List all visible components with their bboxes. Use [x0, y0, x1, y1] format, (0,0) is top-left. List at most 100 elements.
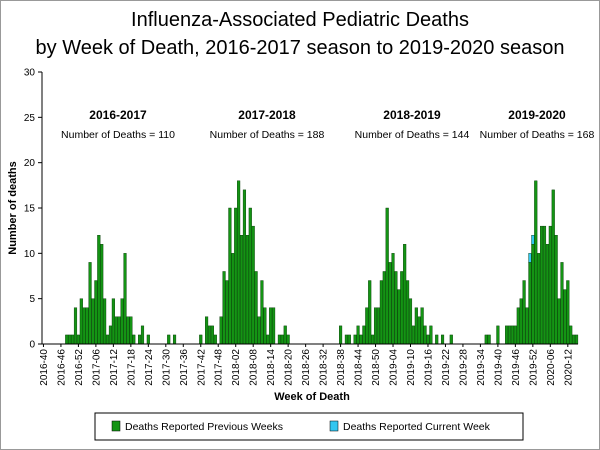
bar [548, 225, 552, 345]
bar [234, 207, 238, 345]
bar [105, 334, 110, 345]
y-tick-label: 0 [29, 340, 35, 351]
x-tick-label: 2019-04 [389, 349, 400, 386]
bar [566, 280, 570, 345]
bar [339, 325, 343, 345]
season-note: Number of Deaths = 110 [61, 129, 175, 141]
y-tick-label: 15 [24, 204, 36, 215]
bar [199, 334, 203, 345]
legend-label: Deaths Reported Current Week [343, 421, 491, 433]
bar [356, 325, 360, 345]
season-name: 2019-2020 [508, 108, 566, 122]
x-tick-label: 2016-52 [74, 349, 85, 386]
bar [563, 289, 567, 345]
chart-title: by Week of Death, 2016-2017 season to 20… [36, 37, 565, 59]
bar [286, 334, 290, 345]
bar [545, 244, 549, 345]
bar [435, 334, 439, 345]
x-tick-label: 2017-24 [144, 349, 155, 386]
x-tick-label: 2018-14 [266, 349, 277, 386]
x-tick-label: 2017-18 [126, 349, 137, 386]
bar [525, 307, 529, 345]
x-axis-title: Week of Death [274, 391, 350, 403]
x-tick-label: 2017-36 [179, 349, 190, 386]
bar [554, 234, 558, 345]
bar [111, 298, 115, 345]
bar [449, 334, 453, 345]
season-name: 2018-2019 [383, 108, 441, 122]
bar [263, 307, 267, 345]
bar [379, 280, 383, 345]
x-tick-label: 2019-52 [528, 349, 539, 386]
bar [231, 253, 235, 345]
bar [140, 325, 145, 345]
bar [516, 307, 520, 345]
x-tick-label: 2019-28 [458, 349, 469, 386]
bar [557, 298, 561, 345]
bar [537, 253, 541, 345]
bar [73, 307, 78, 345]
x-tick-label: 2018-38 [336, 349, 347, 386]
bar [260, 280, 264, 345]
bar [97, 234, 101, 345]
bar [487, 334, 491, 345]
bar [353, 334, 357, 345]
bar [248, 207, 252, 345]
chart-title: Influenza-Associated Pediatric Deaths [131, 9, 469, 31]
season-note: Number of Deaths = 168 [480, 129, 595, 141]
bar [68, 334, 72, 345]
bar [242, 189, 247, 345]
bar [569, 325, 573, 345]
bar [82, 307, 86, 345]
bar [277, 334, 281, 345]
bar [505, 325, 509, 345]
bar [88, 262, 92, 345]
bar [225, 280, 229, 345]
bar [376, 307, 381, 345]
bar [146, 334, 150, 345]
bar [368, 280, 372, 345]
y-tick-label: 20 [24, 158, 36, 169]
legend-label: Deaths Reported Previous Weeks [125, 421, 283, 433]
bar [423, 325, 427, 345]
x-tick-label: 2018-32 [319, 349, 330, 386]
bar [519, 298, 523, 345]
legend-swatch [329, 420, 339, 432]
bar [94, 280, 98, 345]
bar [507, 325, 512, 345]
bar [85, 307, 89, 345]
bar [269, 307, 273, 345]
season-name: 2017-2018 [238, 108, 296, 122]
bar [397, 289, 401, 345]
x-tick-label: 2016-46 [56, 349, 67, 386]
bar [365, 307, 369, 345]
bar [542, 225, 547, 345]
bar [207, 325, 212, 345]
bar [534, 180, 538, 345]
bar [540, 225, 544, 345]
bar [388, 262, 392, 345]
bar [71, 334, 75, 345]
bar [411, 325, 415, 345]
bar [403, 244, 407, 345]
bar [417, 316, 421, 345]
bar [254, 271, 258, 345]
x-tick-label: 2018-02 [231, 349, 242, 386]
bar [79, 298, 83, 345]
bar [272, 307, 276, 345]
bar [394, 271, 398, 345]
bar [222, 271, 226, 345]
bar [132, 334, 136, 345]
bar [373, 307, 378, 345]
legend-swatch [111, 420, 121, 432]
bar [551, 189, 555, 345]
bar [510, 325, 515, 345]
bar [251, 225, 255, 345]
legend-box [94, 412, 524, 441]
season-name: 2016-2017 [89, 108, 147, 122]
x-tick-label: 2019-22 [441, 349, 452, 386]
bar [237, 180, 241, 345]
x-tick-label: 2017-48 [214, 349, 225, 386]
x-tick-label: 2019-10 [406, 349, 417, 386]
bar [574, 334, 579, 345]
